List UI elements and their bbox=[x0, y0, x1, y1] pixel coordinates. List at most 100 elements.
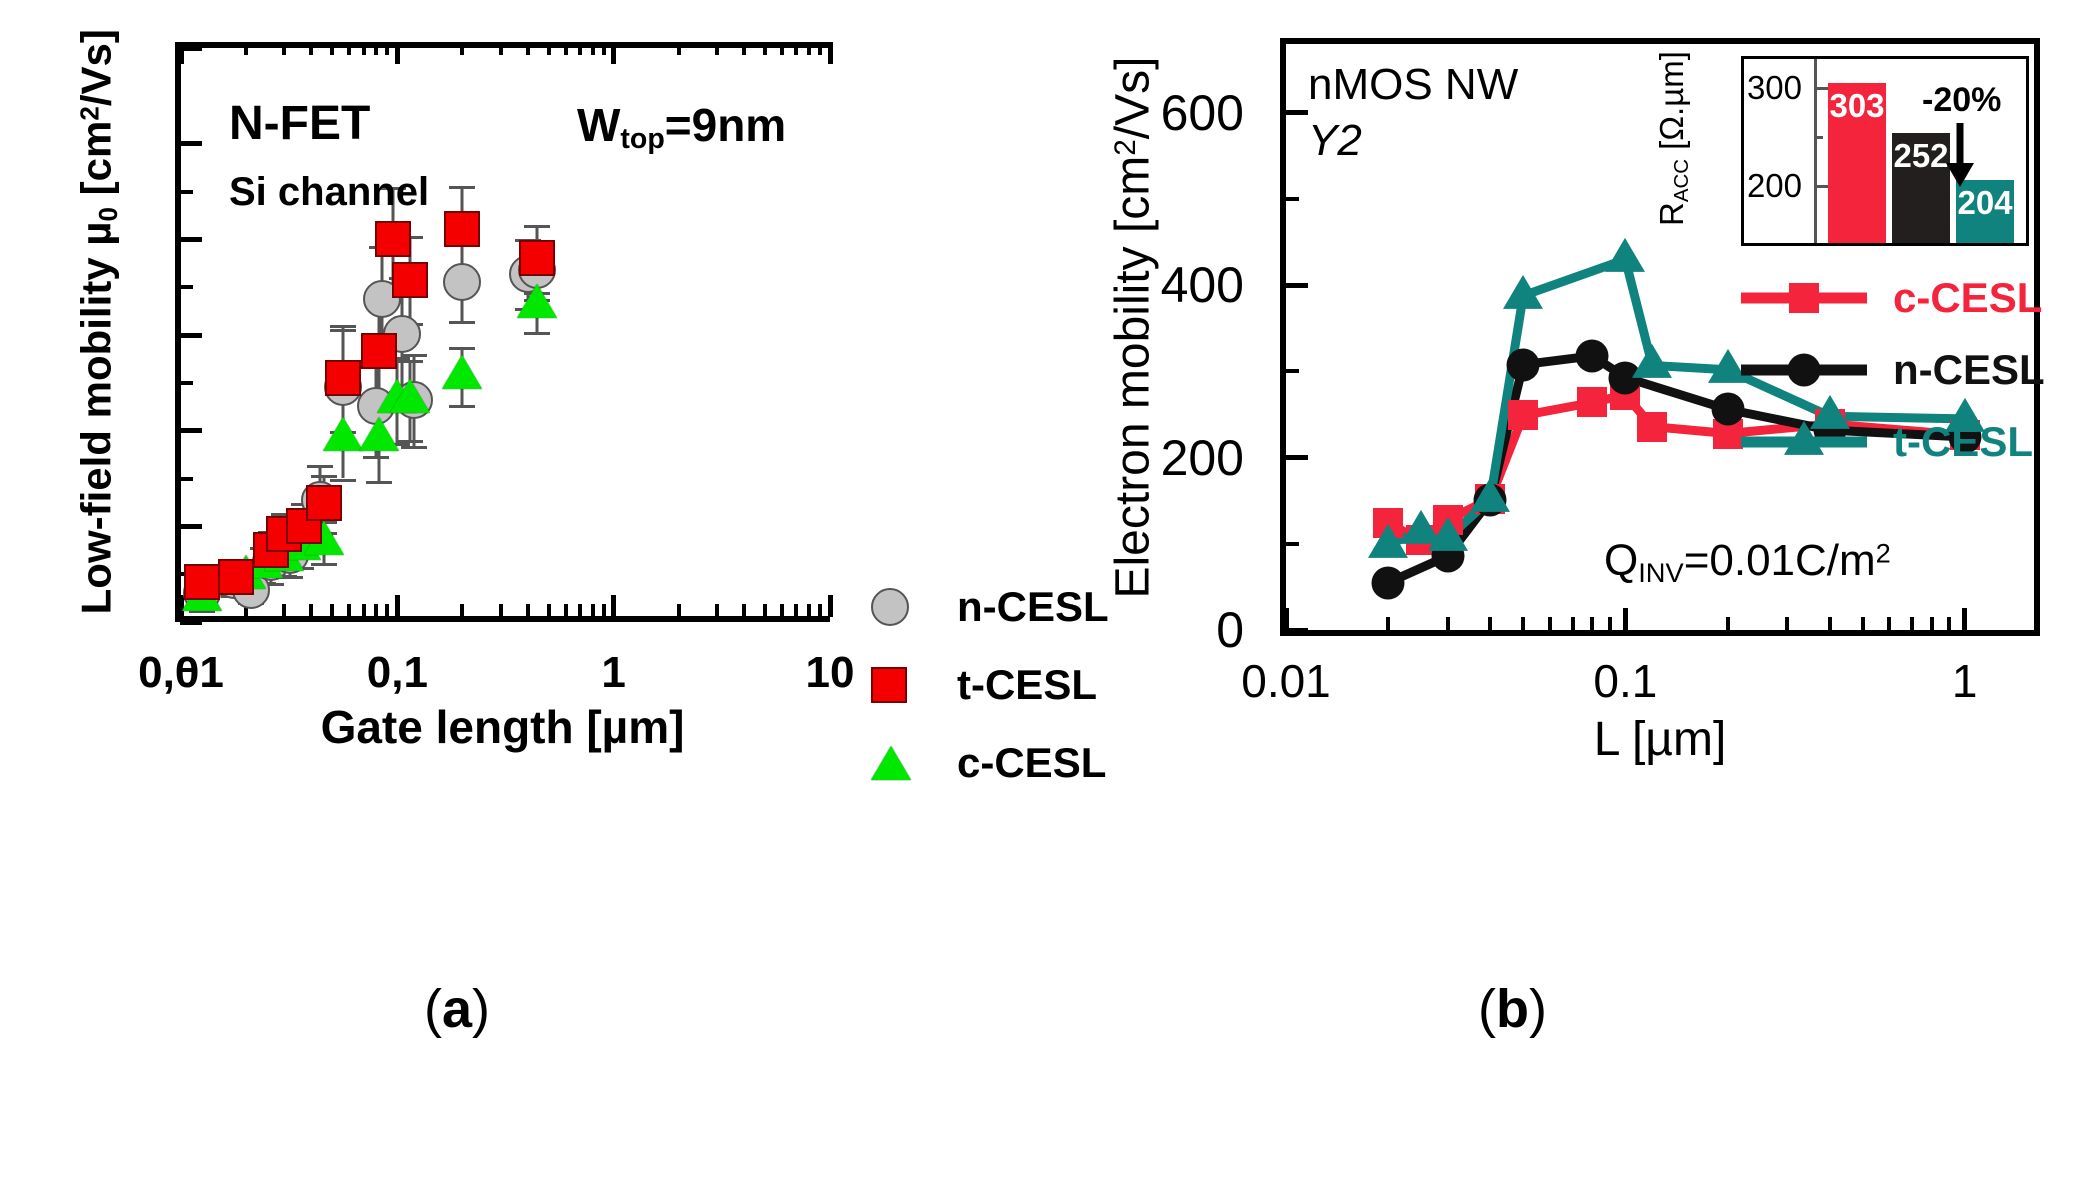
a-x-tick-minor bbox=[244, 604, 249, 617]
a-y-tick bbox=[180, 141, 202, 147]
b-x-tick-minor bbox=[1725, 617, 1730, 630]
data-point-t-cesl bbox=[1944, 397, 1985, 432]
wtop-post: =9nm bbox=[664, 99, 787, 151]
a-y-tick bbox=[180, 236, 202, 242]
a-x-tick-minor bbox=[762, 604, 767, 617]
qinv-sub: INV bbox=[1638, 556, 1684, 588]
a-x-tick-minor bbox=[676, 604, 681, 617]
b-ytitle-post: /Vs] bbox=[1106, 56, 1160, 140]
a-x-tick-minor-top bbox=[714, 42, 719, 55]
a-x-tick-minor-top bbox=[741, 42, 746, 55]
legend-marker-circle-icon bbox=[1787, 353, 1821, 387]
wtop-pre: W bbox=[577, 99, 621, 151]
a-x-tick-minor bbox=[590, 604, 595, 617]
y2-label: Y2 bbox=[1308, 116, 1362, 165]
a-ytitle-mu: µ bbox=[72, 221, 120, 246]
a-ytitle-unitpre: [cm bbox=[72, 120, 120, 208]
b-y-tick bbox=[1286, 627, 1308, 633]
data-point-c-cesl bbox=[358, 417, 399, 452]
a-ytitle-unitpost: /Vs] bbox=[72, 29, 120, 107]
a-x-tick-minor bbox=[460, 604, 465, 617]
b-x-tick-minor bbox=[1860, 617, 1865, 630]
a-y-tick-minor bbox=[180, 476, 193, 481]
b-x-tick-minor bbox=[1445, 617, 1450, 630]
qinv-pre: Q bbox=[1604, 536, 1639, 585]
caption-b-letter: b bbox=[1495, 979, 1529, 1039]
legend-label: t-CESL bbox=[957, 661, 1097, 708]
a-x-tick-top bbox=[178, 42, 184, 64]
a-x-tick-minor-top bbox=[546, 42, 551, 55]
data-point-t-cesl bbox=[324, 360, 361, 397]
b-x-tick-minor bbox=[1947, 617, 1952, 630]
a-x-tick-minor bbox=[385, 604, 390, 617]
error-bar-cap bbox=[271, 512, 298, 516]
error-bar-cap bbox=[401, 354, 428, 358]
caption-b: (b) bbox=[1478, 979, 1547, 1039]
data-point-t-cesl bbox=[183, 563, 220, 600]
wtop-label: Wtop=9nm bbox=[577, 98, 786, 156]
a-y-tick bbox=[180, 428, 202, 434]
data-point-t-cesl bbox=[306, 485, 343, 522]
a-x-tick-minor bbox=[794, 604, 799, 617]
data-point-n-cesl bbox=[1506, 348, 1540, 382]
b-y-tick-label: 600 bbox=[1160, 84, 1244, 141]
nmos-nw-label: nMOS NW bbox=[1308, 60, 1519, 109]
a-y-tick-minor bbox=[180, 285, 193, 290]
panel-b-electron-mobility: Electron mobility [cm2/Vs] 0 200 400 600 0.… bbox=[1035, 0, 2095, 960]
a-y-tick bbox=[180, 619, 202, 625]
data-point-c-cesl bbox=[1577, 387, 1608, 418]
ins-ytitle-post: [Ω.µm] bbox=[1652, 51, 1690, 159]
a-y-tick bbox=[180, 45, 202, 51]
panel-a-low-field-mobility: Low-field mobility µ0 [cm2/Vs] 010020030… bbox=[0, 0, 1108, 960]
a-x-tick-minor-top bbox=[309, 42, 314, 55]
b-x-tick-minor bbox=[1887, 617, 1892, 630]
a-x-tick-minor bbox=[780, 604, 784, 617]
b-x-tick-minor bbox=[1521, 617, 1526, 630]
data-point-c-cesl bbox=[516, 284, 557, 319]
b-x-tick bbox=[1962, 608, 1968, 630]
caption-a-letter: a bbox=[441, 979, 473, 1039]
qinv-post: =0.01C/m bbox=[1683, 536, 1876, 585]
error-bar-cap bbox=[271, 575, 298, 579]
a-y-tick-minor bbox=[180, 667, 193, 672]
inset-y-axis bbox=[1814, 59, 1817, 243]
a-x-tick bbox=[394, 595, 400, 617]
a-x-tick-minor-top bbox=[794, 42, 799, 55]
si-channel-label: Si channel bbox=[229, 170, 430, 214]
data-point-c-cesl bbox=[1637, 411, 1668, 442]
legend-marker-square-icon bbox=[1789, 283, 1819, 313]
error-bar-cap bbox=[449, 347, 476, 351]
error-bar-cap bbox=[384, 357, 411, 360]
b-x-tick-minor bbox=[1488, 617, 1493, 630]
legend-label: n-CESL bbox=[957, 583, 1109, 630]
error-bar-cap bbox=[379, 186, 406, 190]
inset-bar-value: 252 bbox=[1893, 137, 1949, 175]
b-x-tick-label: 1 bbox=[1951, 655, 1978, 707]
a-x-tick-minor-top bbox=[762, 42, 767, 55]
b-x-tick bbox=[1622, 608, 1628, 630]
b-y-tick bbox=[1286, 110, 1308, 116]
racc-inset-chart: 200 300 303 252 204 -20% bbox=[1741, 56, 2029, 246]
b-y-tick-minor bbox=[1286, 197, 1299, 202]
b-x-tick-label: 0.1 bbox=[1593, 655, 1658, 707]
a-x-tick-minor-top bbox=[282, 42, 287, 55]
a-x-tick-minor bbox=[525, 604, 530, 617]
error-bar-cap bbox=[329, 478, 356, 482]
error-bar-cap bbox=[397, 359, 424, 363]
legend-marker-square-icon bbox=[871, 667, 907, 703]
panel-a-x-axis-title: Gate length [µm] bbox=[320, 701, 685, 753]
a-y-tick-minor bbox=[180, 189, 193, 194]
b-x-tick-minor bbox=[1570, 617, 1575, 630]
a-y-tick bbox=[180, 523, 202, 529]
a-x-tick-minor-top bbox=[525, 42, 530, 55]
a-ytitle-sub: 0 bbox=[92, 207, 123, 222]
error-bar-cap bbox=[311, 474, 338, 478]
panel-b-plot-area: 0 200 400 600 0.01 0.1 1 nMOS NW Y2 QINV=0.01… bbox=[1161, 38, 2045, 707]
data-point-t-cesl bbox=[1470, 477, 1511, 512]
legend-label: t-CESL bbox=[1893, 418, 2033, 465]
a-x-tick-label: 0,01 bbox=[138, 648, 224, 697]
a-x-tick-minor bbox=[714, 604, 719, 617]
legend-label: c-CESL bbox=[957, 739, 1107, 786]
b-y-tick bbox=[1286, 455, 1308, 461]
